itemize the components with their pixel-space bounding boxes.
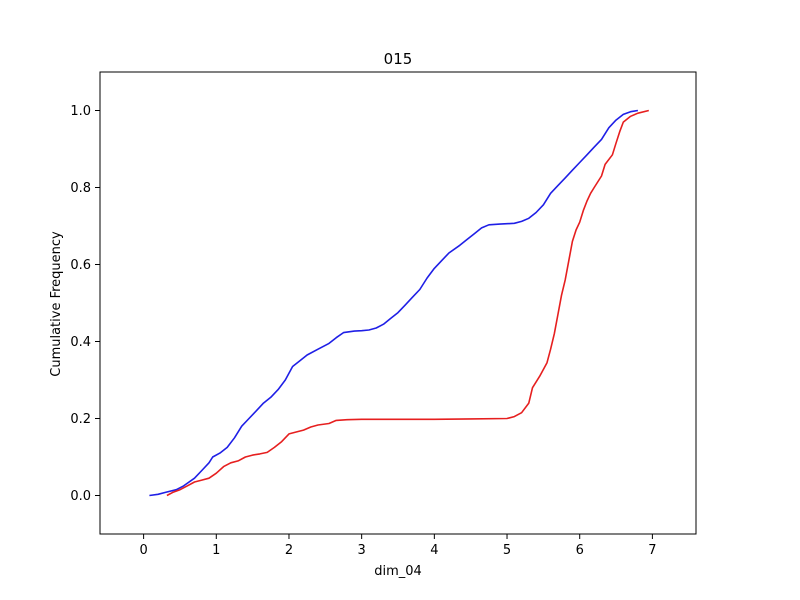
- x-tick-label: 0: [139, 543, 147, 558]
- y-tick-label: 1.0: [70, 104, 91, 119]
- y-tick-label: 0.4: [70, 335, 91, 350]
- x-tick-label: 4: [430, 543, 438, 558]
- x-tick-label: 3: [358, 543, 366, 558]
- x-tick-label: 2: [285, 543, 293, 558]
- y-tick-label: 0.8: [70, 181, 91, 196]
- x-axis-label: dim_04: [374, 564, 422, 579]
- series-layer: [149, 109, 649, 497]
- y-tick-label: 0.2: [70, 412, 91, 427]
- chart-title: 015: [384, 50, 413, 68]
- plot-frame: [99, 71, 697, 535]
- y-tick-label: 0.6: [70, 258, 91, 273]
- axes: 0 1 2 3 4 5 6 7 0.0 0.2 0.4 0.6 0.8 1.0: [70, 71, 697, 558]
- x-tick-label: 1: [212, 543, 220, 558]
- y-tick-label: 0.0: [70, 489, 91, 504]
- x-tick-label: 7: [648, 543, 656, 558]
- series-line-2: [166, 109, 649, 497]
- x-tick-label: 6: [576, 543, 584, 558]
- series-line-1: [149, 109, 639, 497]
- y-axis-label: Cumulative Frequency: [49, 231, 64, 377]
- x-tick-label: 5: [503, 543, 511, 558]
